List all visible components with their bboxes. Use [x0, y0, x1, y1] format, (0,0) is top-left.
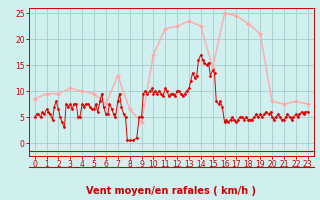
X-axis label: Vent moyen/en rafales ( km/h ): Vent moyen/en rafales ( km/h ) [86, 186, 256, 196]
